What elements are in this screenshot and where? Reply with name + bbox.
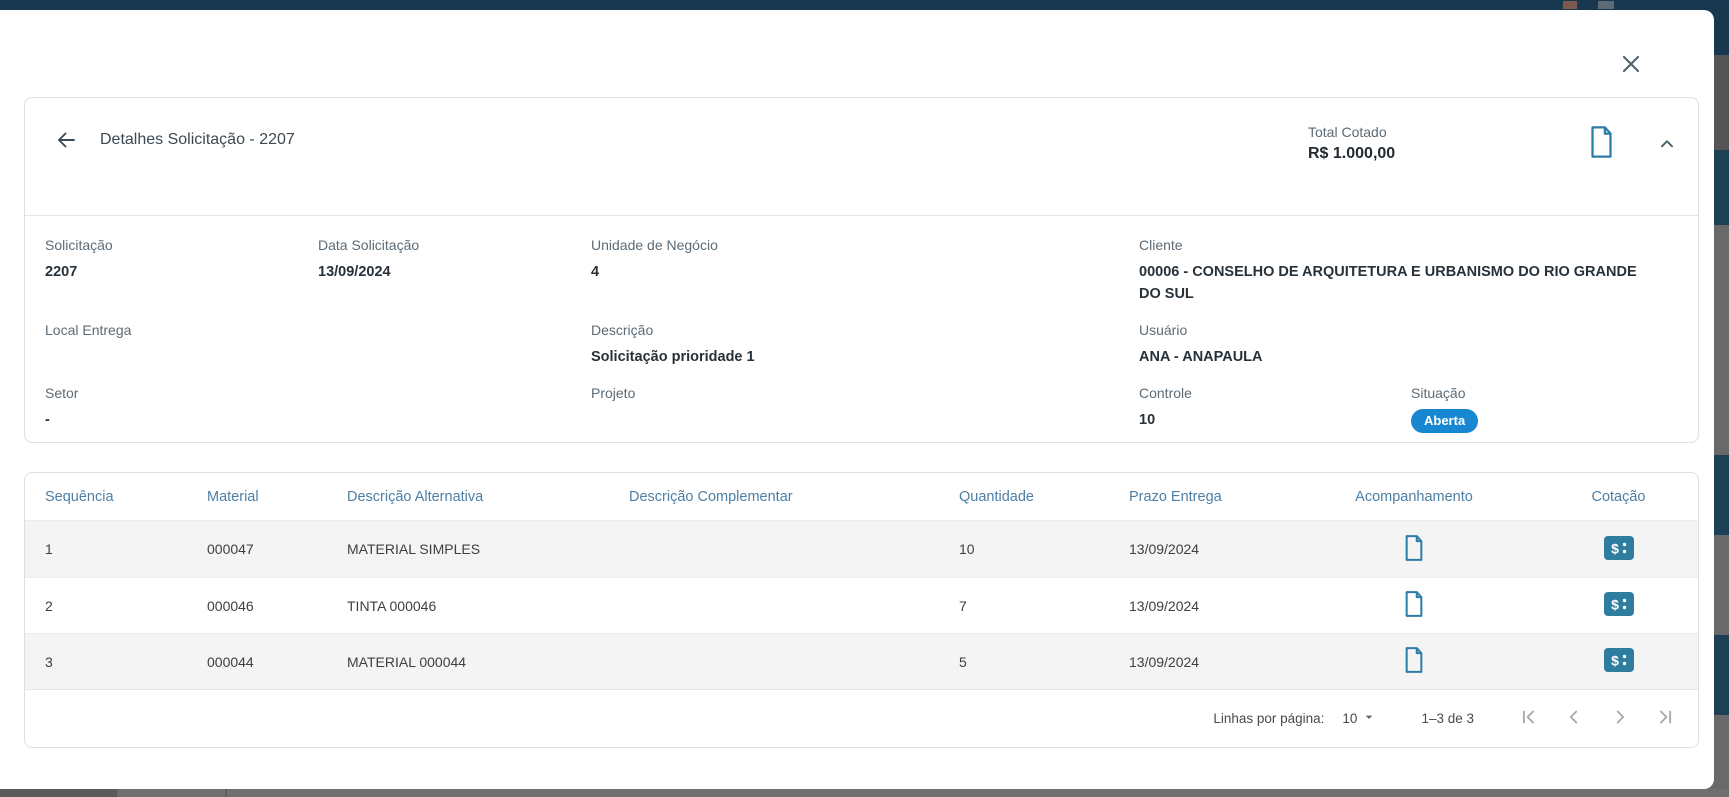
collapse-panel-button[interactable]: [1649, 130, 1685, 160]
field-group: Controle 10 Situação Aberta: [1139, 384, 1678, 433]
bottombar-divider: [115, 789, 117, 797]
arrow-back-icon: [54, 128, 78, 155]
next-page-button[interactable]: [1606, 705, 1634, 733]
col-header-material: Material: [207, 488, 259, 505]
col-header-acompanhamento: Acompanhamento: [1355, 488, 1473, 505]
rows-per-page-label: Linhas por página:: [1213, 711, 1325, 726]
chevron-left-icon: [1563, 706, 1585, 731]
items-table-card: Sequência Material Descrição Alternativa…: [24, 472, 1699, 748]
close-icon: [1617, 50, 1645, 81]
document-icon: [1403, 590, 1425, 621]
first-page-icon: [1517, 706, 1539, 731]
svg-text:$: $: [1611, 653, 1619, 669]
svg-text:$: $: [1611, 597, 1619, 613]
document-icon: [1403, 646, 1425, 677]
field-usuario: Usuário ANA - ANAPAULA: [1139, 322, 1263, 365]
field-situacao: Situação Aberta: [1411, 384, 1678, 433]
document-icon: [1403, 534, 1425, 565]
total-quoted-value: R$ 1.000,00: [1308, 145, 1396, 162]
close-button[interactable]: [1612, 46, 1650, 84]
page-title: Detalhes Solicitação - 2207: [100, 131, 295, 148]
svg-text:$: $: [1611, 540, 1619, 556]
acompanhamento-button[interactable]: [1394, 642, 1434, 682]
pagination-range: 1–3 de 3: [1421, 711, 1474, 726]
caret-down-icon: [1361, 709, 1377, 728]
status-badge: Aberta: [1411, 409, 1479, 433]
back-button[interactable]: [49, 124, 83, 158]
first-page-button[interactable]: [1514, 705, 1542, 733]
field-controle: Controle 10: [1139, 385, 1192, 428]
field-unidade-negocio: Unidade de Negócio 4: [591, 237, 718, 280]
field-descricao: Descrição Solicitação prioridade 1: [591, 322, 755, 365]
total-quoted-label: Total Cotado: [1308, 124, 1387, 140]
report-document-button[interactable]: [1579, 120, 1623, 166]
bottombar-divider: [225, 789, 227, 797]
chevron-right-icon: [1609, 706, 1631, 731]
price-quote-icon: $: [1603, 591, 1635, 620]
field-projeto: Projeto: [591, 385, 636, 401]
request-details-card: Detalhes Solicitação - 2207 Total Cotado…: [24, 97, 1699, 443]
previous-page-button[interactable]: [1560, 705, 1588, 733]
details-row: Local Entrega Descrição Solicitação prio…: [45, 321, 1678, 368]
acompanhamento-button[interactable]: [1394, 529, 1434, 569]
last-page-button[interactable]: [1652, 705, 1680, 733]
total-quoted: Total Cotado R$ 1.000,00: [1308, 124, 1395, 163]
price-quote-icon: $: [1603, 535, 1635, 564]
field-cliente: Cliente 00006 - CONSELHO DE ARQUITETURA …: [1139, 237, 1637, 302]
field-empty: [318, 384, 591, 433]
table-header-row: Sequência Material Descrição Alternativa…: [25, 473, 1698, 521]
background-topbar: [0, 0, 1729, 10]
cotacao-button[interactable]: $: [1599, 529, 1639, 569]
background-bottombar: [0, 789, 1729, 797]
acompanhamento-button[interactable]: [1394, 586, 1434, 626]
cotacao-button[interactable]: $: [1599, 586, 1639, 626]
rows-per-page-select[interactable]: 10: [1342, 709, 1377, 728]
topbar-fragment: [1598, 1, 1614, 9]
card-header: Detalhes Solicitação - 2207 Total Cotado…: [25, 98, 1698, 216]
price-quote-icon: $: [1603, 647, 1635, 676]
chevron-up-icon: [1656, 133, 1678, 158]
topbar-fragment: [1563, 1, 1577, 9]
col-header-descricao-alternativa: Descrição Alternativa: [347, 488, 484, 505]
field-local-entrega: Local Entrega: [45, 322, 132, 338]
bottombar-segment: [0, 789, 115, 797]
col-header-quantidade: Quantidade: [959, 488, 1034, 505]
table-row[interactable]: 3 000044 MATERIAL 000044 5 13/09/2024: [25, 633, 1698, 689]
field-solicitacao: Solicitação 2207: [45, 237, 113, 280]
table-row[interactable]: 1 000047 MATERIAL SIMPLES 10 13/09/2024: [25, 521, 1698, 577]
col-header-descricao-complementar: Descrição Complementar: [629, 488, 793, 505]
document-icon: [1588, 125, 1615, 162]
details-modal: Detalhes Solicitação - 2207 Total Cotado…: [0, 10, 1714, 789]
cotacao-button[interactable]: $: [1599, 642, 1639, 682]
field-empty: [318, 321, 591, 368]
table-pagination: Linhas por página: 10 1–3 de 3: [25, 689, 1698, 747]
last-page-icon: [1655, 706, 1677, 731]
pagination-nav: [1514, 705, 1680, 733]
details-grid: Solicitação 2207 Data Solicitação 13/09/…: [25, 216, 1698, 433]
col-header-cotacao: Cotação: [1591, 488, 1646, 505]
details-row: Setor - Projeto Controle 10 Situação Abe…: [45, 384, 1678, 433]
col-header-sequencia: Sequência: [45, 488, 114, 505]
details-row: Solicitação 2207 Data Solicitação 13/09/…: [45, 236, 1678, 305]
field-setor: Setor -: [45, 385, 79, 428]
table-row[interactable]: 2 000046 TINTA 000046 7 13/09/2024: [25, 577, 1698, 633]
field-data-solicitacao: Data Solicitação 13/09/2024: [318, 237, 420, 280]
col-header-prazo-entrega: Prazo Entrega: [1129, 488, 1222, 505]
